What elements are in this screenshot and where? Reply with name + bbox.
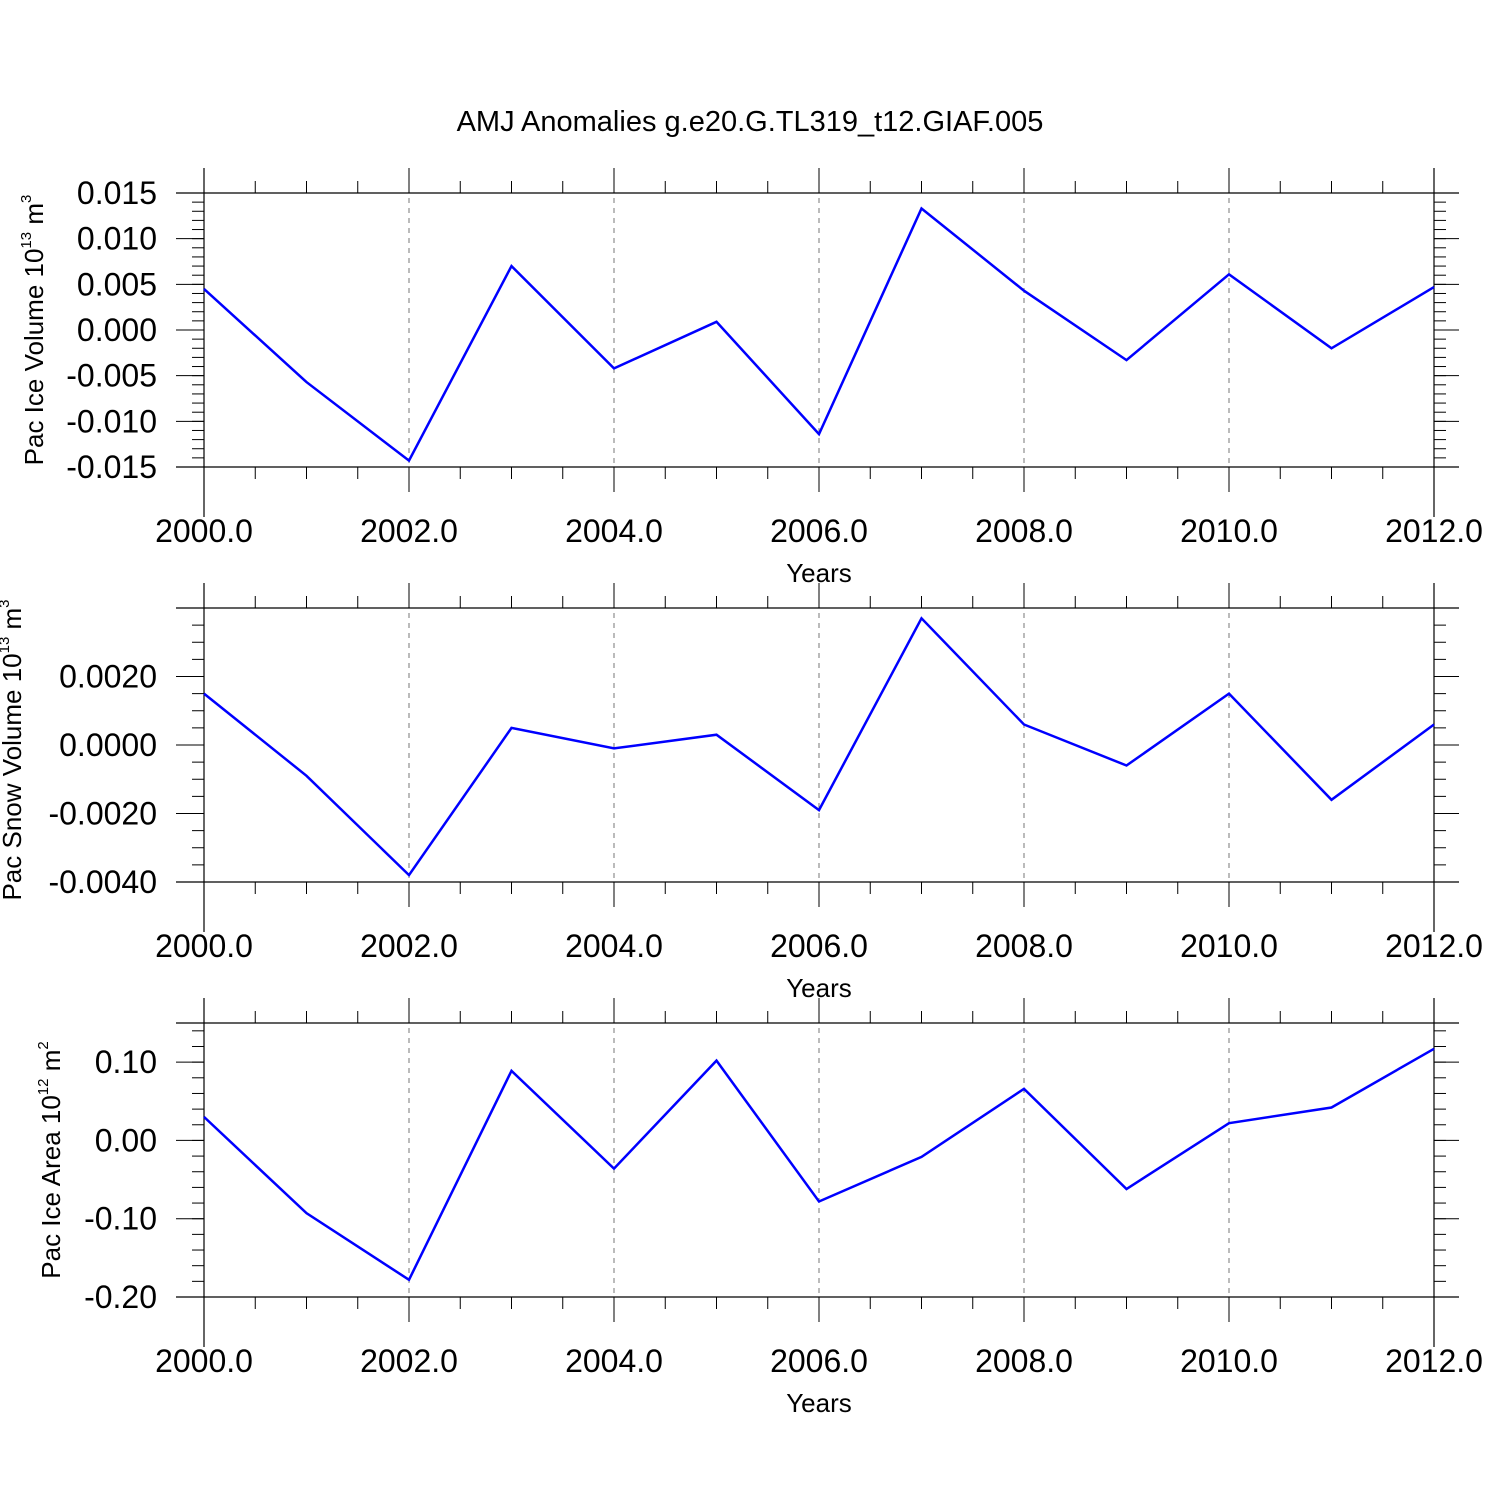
panel-3-x-tick-label: 2004.0 [565, 1343, 663, 1379]
panel-1-x-tick-label: 2006.0 [770, 513, 868, 549]
panel-3-y-tick-label: 0.00 [95, 1122, 157, 1158]
panel-2-x-tick-label: 2010.0 [1180, 928, 1278, 964]
panel-1-y-tick-label: -0.015 [66, 449, 157, 485]
panel-1-x-tick-label: 2004.0 [565, 513, 663, 549]
panel-3: 2000.0 2002.0 2004.0 2006.0 2008.0 2010.0 2012… [35, 998, 1483, 1418]
panel-1-y-tick-label: 0.015 [77, 175, 157, 211]
panel-2-y-tick-label: -0.0040 [48, 864, 157, 900]
panel-1-x-tick-label: 2012.0 [1385, 513, 1483, 549]
panel-2-x-tick-label: 2006.0 [770, 928, 868, 964]
panel-3-x-tick-label: 2006.0 [770, 1343, 868, 1379]
panel-2-y-tick-label: -0.0020 [48, 796, 157, 832]
panel-2-y-tick-label: 0.0000 [59, 727, 157, 763]
panel-3-x-tick-label: 2012.0 [1385, 1343, 1483, 1379]
panel-3-x-tick-label: 2000.0 [155, 1343, 253, 1379]
panel-3-series-line [203, 1047, 1435, 1282]
panel-1-y-tick-label: 0.005 [77, 266, 157, 302]
panel-1-y-tick-label: 0.000 [77, 312, 157, 348]
panel-2: 2000.0 2002.0 2004.0 2006.0 2008.0 2010.0 2012… [0, 583, 1483, 1003]
panel-3-y-axis-title: Pac Ice Area 1012 m2 [35, 1041, 66, 1278]
panel-3-x-tick-label: 2008.0 [975, 1343, 1073, 1379]
panel-2-y-axis-title: Pac Snow Volume 1013 m3 [0, 599, 27, 900]
panel-3-x-axis-title: Years [786, 1388, 852, 1418]
panel-2-x-tick-label: 2012.0 [1385, 928, 1483, 964]
panel-1-y-tick-label: -0.010 [66, 403, 157, 439]
panel-1-x-tick-label: 2000.0 [155, 513, 253, 549]
figure-title: AMJ Anomalies g.e20.G.TL319_t12.GIAF.005 [457, 106, 1044, 138]
panel-1-x-tick-label: 2008.0 [975, 513, 1073, 549]
panel-3-x-tick-label: 2010.0 [1180, 1343, 1278, 1379]
panel-2-y-tick-label: 0.0020 [59, 659, 157, 695]
panel-2-x-tick-label: 2008.0 [975, 928, 1073, 964]
panel-1: 2000.0 2002.0 2004.0 2006.0 2008.0 2010.0 2012… [18, 168, 1483, 588]
panel-1-x-tick-label: 2010.0 [1180, 513, 1278, 549]
panel-1-y-tick-label: -0.005 [66, 358, 157, 394]
panel-1-y-axis-title: Pac Ice Volume 1013 m3 [18, 195, 49, 466]
panel-1-y-tick-label: 0.010 [77, 221, 157, 257]
panel-3-y-tick-label: -0.10 [84, 1201, 157, 1237]
panel-2-x-tick-label: 2004.0 [565, 928, 663, 964]
panel-3-x-tick-label: 2002.0 [360, 1343, 458, 1379]
panel-2-x-tick-label: 2000.0 [155, 928, 253, 964]
panel-3-y-tick-label: 0.10 [95, 1044, 157, 1080]
panel-3-y-tick-label: -0.20 [84, 1279, 157, 1315]
panel-2-x-tick-label: 2002.0 [360, 928, 458, 964]
panel-1-x-tick-label: 2002.0 [360, 513, 458, 549]
